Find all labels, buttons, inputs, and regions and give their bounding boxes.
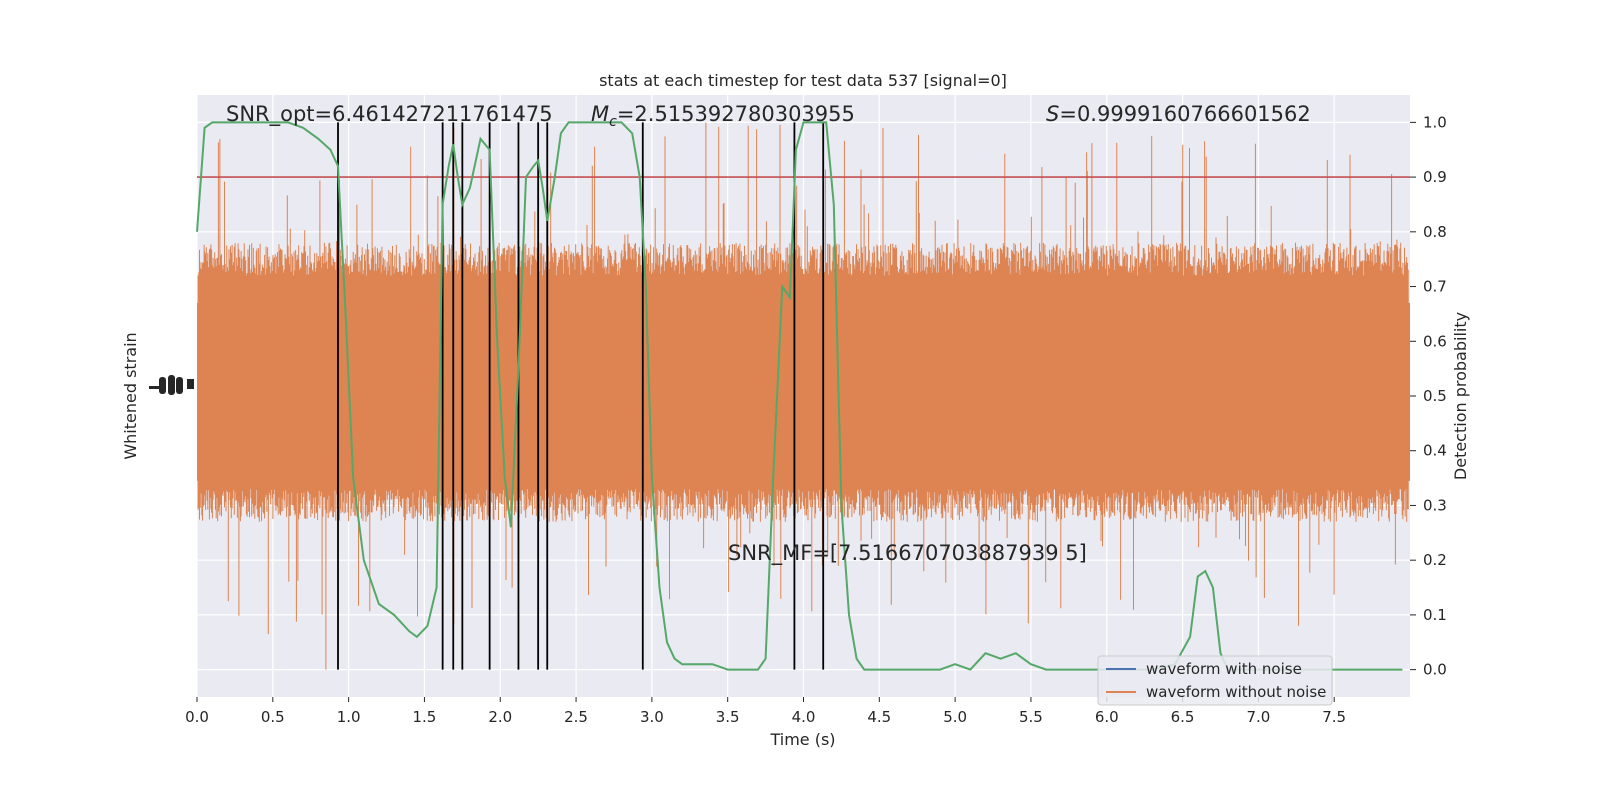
y-axis-label-left: Whitened strain (121, 332, 140, 459)
y-tick-label: 0.3 (1423, 496, 1447, 514)
s-annotation: S=0.9999160766601562 (1046, 102, 1311, 126)
left-axis-offset-marks (149, 375, 194, 395)
y-tick-label: 0.6 (1423, 332, 1447, 350)
x-tick-label: 0.0 (185, 708, 209, 726)
x-tick-label: 3.0 (640, 708, 664, 726)
legend: waveform with noise waveform without noi… (1097, 655, 1333, 706)
offset-mark (176, 377, 183, 394)
x-tick-label: 1.0 (337, 708, 361, 726)
x-tick-label: 3.5 (716, 708, 740, 726)
s-value: =0.9999160766601562 (1059, 102, 1310, 126)
x-tick-label: 0.5 (261, 708, 285, 726)
y-axis-label-right: Detection probability (1451, 312, 1470, 480)
y-tick-label: 0.4 (1423, 442, 1447, 460)
offset-mark (187, 379, 194, 389)
mc-subscript: c (609, 114, 617, 130)
mc-value: =2.515392780303955 (617, 102, 855, 126)
x-tick-label: 4.5 (867, 708, 891, 726)
mc-annotation: Mc=2.515392780303955 (591, 102, 855, 130)
mc-symbol: M (591, 102, 609, 126)
y-tick-label: 0.2 (1423, 551, 1447, 569)
y-tick-label: 0.1 (1423, 606, 1447, 624)
snr-opt-annotation: SNR_opt=6.461427211761475 (226, 102, 553, 127)
y-tick-label: 0.7 (1423, 278, 1447, 296)
x-tick-label: 2.5 (564, 708, 588, 726)
x-ticks: 0.0 0.5 1.0 1.5 2.0 2.5 3.0 3.5 4.0 4.5 5.0 5.5 6.0 6… (185, 697, 1346, 726)
x-tick-label: 2.0 (488, 708, 512, 726)
x-axis-label: Time (s) (769, 730, 835, 749)
noise-spikes (197, 122, 1409, 670)
y-tick-label: 0.9 (1423, 168, 1447, 186)
noise-waveform (197, 122, 1410, 670)
x-tick-label: 1.5 (413, 708, 437, 726)
y-tick-label: 0.0 (1423, 661, 1447, 679)
x-tick-label: 7.0 (1246, 708, 1270, 726)
x-tick-label: 6.5 (1171, 708, 1195, 726)
y-tick-label: 0.5 (1423, 387, 1447, 405)
legend-label-with-noise: waveform with noise (1146, 660, 1302, 678)
offset-mark (149, 386, 161, 389)
x-tick-label: 6.0 (1095, 708, 1119, 726)
x-tick-label: 5.0 (943, 708, 967, 726)
event-lines (337, 122, 825, 670)
x-tick-label: 4.0 (792, 708, 816, 726)
legend-label-without-noise: waveform without noise (1146, 683, 1326, 701)
detection-probability-line (196, 121, 1403, 671)
offset-mark (168, 375, 175, 395)
y-ticks-right: 0.0 0.1 0.2 0.3 0.4 0.5 0.6 0.7 0.8 0.9 1.0 (1410, 113, 1447, 679)
snr-mf-annotation: SNR_MF=[7.516670703887939 5] (728, 541, 1087, 566)
offset-mark (159, 377, 166, 394)
x-tick-label: 5.5 (1019, 708, 1043, 726)
x-tick-label: 7.5 (1322, 708, 1346, 726)
y-tick-label: 1.0 (1423, 113, 1447, 131)
chart-title: stats at each timestep for test data 537… (599, 71, 1007, 90)
legend-box (1097, 655, 1333, 706)
y-tick-label: 0.8 (1423, 223, 1447, 241)
s-symbol: S (1046, 102, 1059, 126)
